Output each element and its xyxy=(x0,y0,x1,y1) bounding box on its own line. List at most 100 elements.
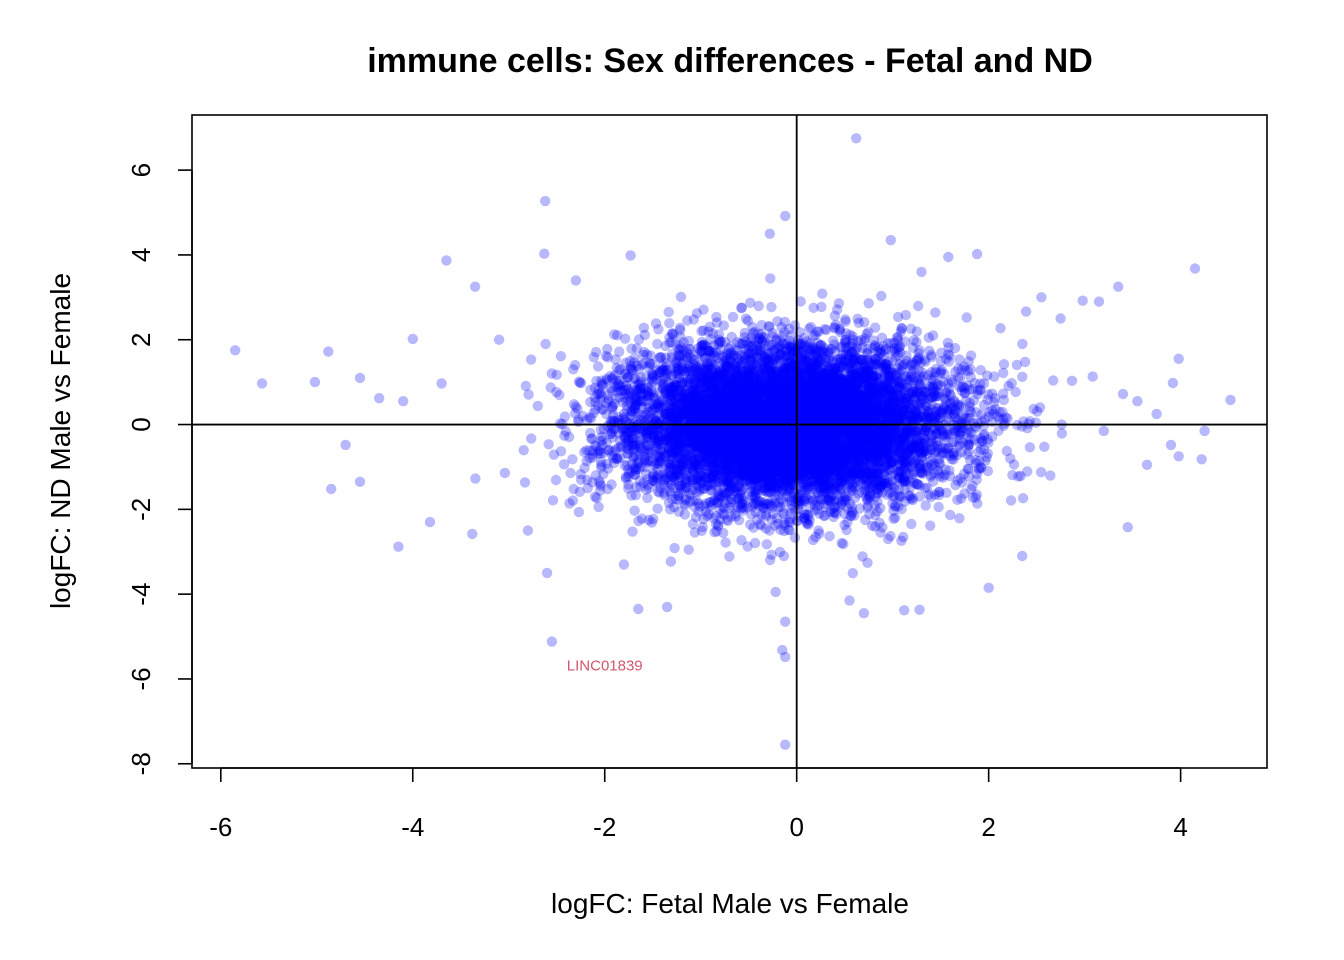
data-point xyxy=(819,374,830,385)
data-point xyxy=(813,453,824,465)
data-point xyxy=(722,460,734,472)
data-point xyxy=(732,394,743,405)
data-point xyxy=(741,436,752,447)
data-point xyxy=(766,374,777,385)
data-point xyxy=(805,387,817,398)
data-point xyxy=(729,400,740,412)
data-point xyxy=(688,466,699,477)
data-point xyxy=(872,425,883,436)
data-point xyxy=(877,406,888,417)
data-point xyxy=(724,551,735,562)
data-point xyxy=(669,426,680,438)
data-point xyxy=(844,498,856,510)
data-point xyxy=(689,437,700,449)
data-point xyxy=(852,404,863,415)
data-point xyxy=(641,484,652,495)
data-point xyxy=(830,458,841,469)
data-point xyxy=(1066,375,1078,386)
data-point xyxy=(745,409,756,420)
data-point xyxy=(701,481,713,492)
data-point xyxy=(776,395,787,406)
data-point xyxy=(726,425,738,436)
data-point xyxy=(916,452,928,463)
data-point xyxy=(816,402,827,413)
data-point xyxy=(801,424,812,435)
data-point xyxy=(897,405,909,416)
data-point xyxy=(1005,495,1017,506)
data-point xyxy=(730,395,741,406)
data-point xyxy=(727,311,739,323)
data-point xyxy=(762,396,774,408)
data-point xyxy=(844,374,856,385)
data-point xyxy=(814,355,825,367)
data-point xyxy=(869,412,881,424)
data-point xyxy=(983,437,994,448)
data-point xyxy=(1039,441,1050,452)
data-point xyxy=(957,477,968,488)
data-point xyxy=(970,454,981,466)
data-point xyxy=(607,404,618,415)
data-point xyxy=(652,503,663,514)
data-point xyxy=(925,520,936,531)
data-point xyxy=(777,428,788,439)
data-point xyxy=(933,409,944,420)
data-point xyxy=(928,411,939,422)
data-point xyxy=(844,412,855,423)
data-point xyxy=(697,444,708,455)
data-point xyxy=(799,384,810,395)
data-point xyxy=(836,537,847,549)
data-point xyxy=(864,430,875,441)
data-point xyxy=(901,350,912,361)
data-point xyxy=(555,351,567,362)
data-point xyxy=(596,375,607,386)
data-point xyxy=(673,372,685,384)
data-point xyxy=(782,466,793,477)
data-point xyxy=(729,360,741,372)
data-point xyxy=(722,370,734,381)
data-point xyxy=(766,412,777,423)
data-point xyxy=(652,399,663,410)
data-point xyxy=(844,437,855,448)
data-point xyxy=(845,473,856,484)
data-point xyxy=(816,390,828,402)
data-point xyxy=(520,380,531,392)
data-point xyxy=(676,465,688,476)
data-point xyxy=(754,411,766,422)
data-point xyxy=(726,398,738,410)
data-point xyxy=(857,403,869,414)
data-point xyxy=(758,502,769,513)
data-point xyxy=(688,438,699,449)
data-point xyxy=(758,403,769,414)
data-point xyxy=(800,401,811,413)
data-point xyxy=(726,428,738,439)
data-point xyxy=(819,387,831,398)
data-point xyxy=(675,380,686,391)
data-point xyxy=(665,479,677,491)
data-point xyxy=(847,568,858,579)
data-point xyxy=(635,461,646,473)
data-point xyxy=(750,424,761,435)
data-point xyxy=(747,471,758,483)
data-point xyxy=(942,428,953,439)
data-point xyxy=(651,374,662,385)
data-point xyxy=(756,444,767,455)
data-point xyxy=(822,362,833,374)
data-point xyxy=(761,435,772,446)
data-point xyxy=(875,475,886,487)
data-point xyxy=(883,377,894,388)
data-point xyxy=(863,298,874,309)
data-point xyxy=(742,468,754,479)
data-point xyxy=(778,431,790,443)
data-point xyxy=(737,391,748,403)
data-point xyxy=(754,471,766,482)
data-point xyxy=(749,376,760,388)
data-point xyxy=(778,451,790,463)
data-point xyxy=(833,424,845,435)
data-point xyxy=(840,424,851,436)
data-point xyxy=(906,518,917,530)
data-point xyxy=(817,402,829,414)
data-point xyxy=(855,385,867,397)
data-point xyxy=(995,323,1006,334)
data-point xyxy=(963,439,974,450)
data-point xyxy=(821,400,832,411)
